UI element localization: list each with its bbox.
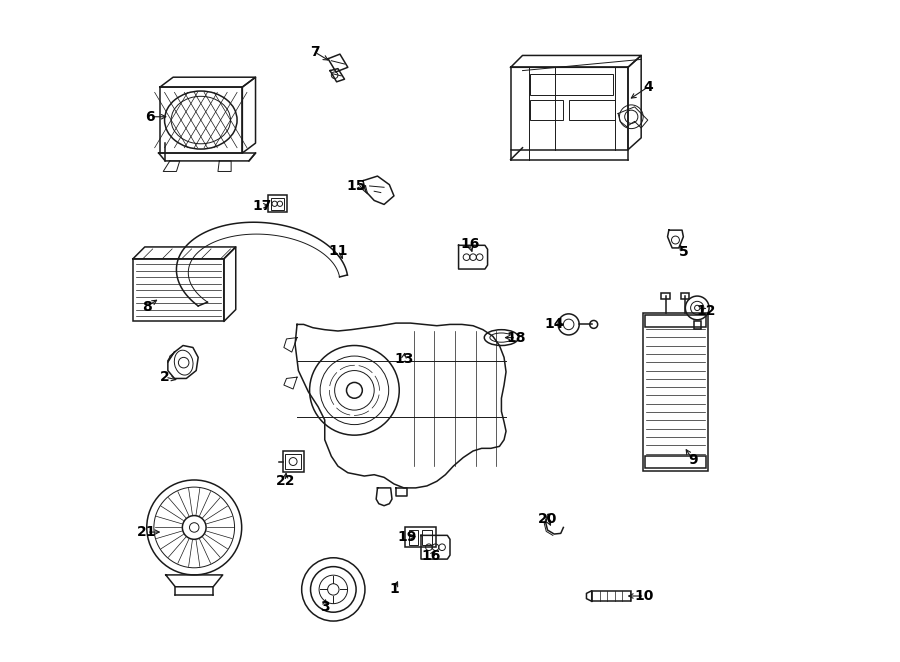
Bar (591, 591, 631, 601)
Text: 9: 9 (688, 453, 698, 467)
Text: 10: 10 (634, 589, 654, 603)
Text: 17: 17 (252, 199, 272, 213)
Text: 5: 5 (680, 245, 688, 259)
Bar (569, 100, 615, 120)
Text: 11: 11 (328, 244, 347, 258)
Bar (133, 259, 224, 322)
Text: 16: 16 (422, 549, 441, 563)
Bar (283, 451, 303, 472)
Text: 21: 21 (137, 525, 157, 539)
Text: 7: 7 (310, 45, 320, 59)
Bar (285, 453, 301, 469)
Bar (661, 293, 670, 299)
Bar (410, 530, 418, 545)
Text: 1: 1 (389, 583, 399, 596)
Bar (422, 530, 431, 545)
Text: 2: 2 (160, 370, 170, 384)
Text: 15: 15 (346, 179, 365, 193)
Bar (404, 528, 436, 547)
Text: 13: 13 (394, 352, 413, 365)
Bar (530, 100, 563, 120)
Text: 14: 14 (544, 317, 564, 332)
Bar (680, 293, 689, 299)
Bar (530, 74, 613, 95)
Bar (268, 195, 286, 213)
Text: 20: 20 (538, 512, 557, 526)
Text: 6: 6 (145, 110, 155, 124)
Text: 22: 22 (275, 474, 295, 489)
Text: 8: 8 (142, 300, 151, 314)
Text: 19: 19 (398, 530, 417, 544)
Bar (644, 312, 707, 471)
Text: 12: 12 (696, 305, 716, 318)
Bar (645, 456, 706, 468)
Bar (645, 315, 706, 327)
Text: 3: 3 (320, 600, 329, 614)
Bar (271, 198, 284, 210)
Text: 18: 18 (506, 330, 526, 345)
Text: 16: 16 (460, 237, 480, 251)
Text: 4: 4 (643, 80, 652, 94)
Bar (694, 321, 700, 329)
